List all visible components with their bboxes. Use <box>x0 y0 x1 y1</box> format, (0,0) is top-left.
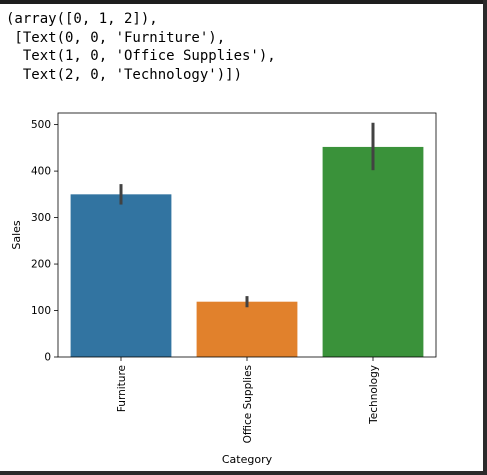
cell-output-text: (array([0, 1, 2]), [Text(0, 0, 'Furnitur… <box>6 10 276 84</box>
x-tick-label: Office Supplies <box>242 365 254 443</box>
bar <box>70 194 172 357</box>
output-line: (array([0, 1, 2]), <box>6 11 158 27</box>
x-ticks-layer: Furniture Office Supplies Technology <box>116 357 380 443</box>
y-tick-label: 200 <box>31 259 51 271</box>
scrollbar-track[interactable] <box>483 0 487 475</box>
x-tick-label: Furniture <box>116 365 128 412</box>
bars-layer <box>70 146 424 357</box>
window-bottom-border <box>0 471 487 475</box>
y-tick-label: 100 <box>31 305 51 317</box>
y-tick-label: 500 <box>31 119 51 131</box>
x-axis-label: Category <box>222 453 273 466</box>
y-tick-label: 400 <box>31 166 51 178</box>
error-bars-layer <box>119 122 375 308</box>
x-tick-label: Technology <box>368 365 380 425</box>
bar <box>322 146 424 357</box>
window-top-border <box>0 0 487 4</box>
y-ticks-layer: 0 100 200 300 400 500 <box>31 119 58 364</box>
output-line: [Text(0, 0, 'Furniture'), <box>6 29 226 46</box>
output-line: Text(1, 0, 'Office Supplies'), <box>6 48 276 64</box>
y-axis-label: Sales <box>10 220 23 250</box>
output-line: Text(2, 0, 'Technology')]) <box>6 66 243 83</box>
y-tick-label: 0 <box>44 352 51 364</box>
y-tick-label: 300 <box>31 212 51 224</box>
bar <box>196 301 298 357</box>
